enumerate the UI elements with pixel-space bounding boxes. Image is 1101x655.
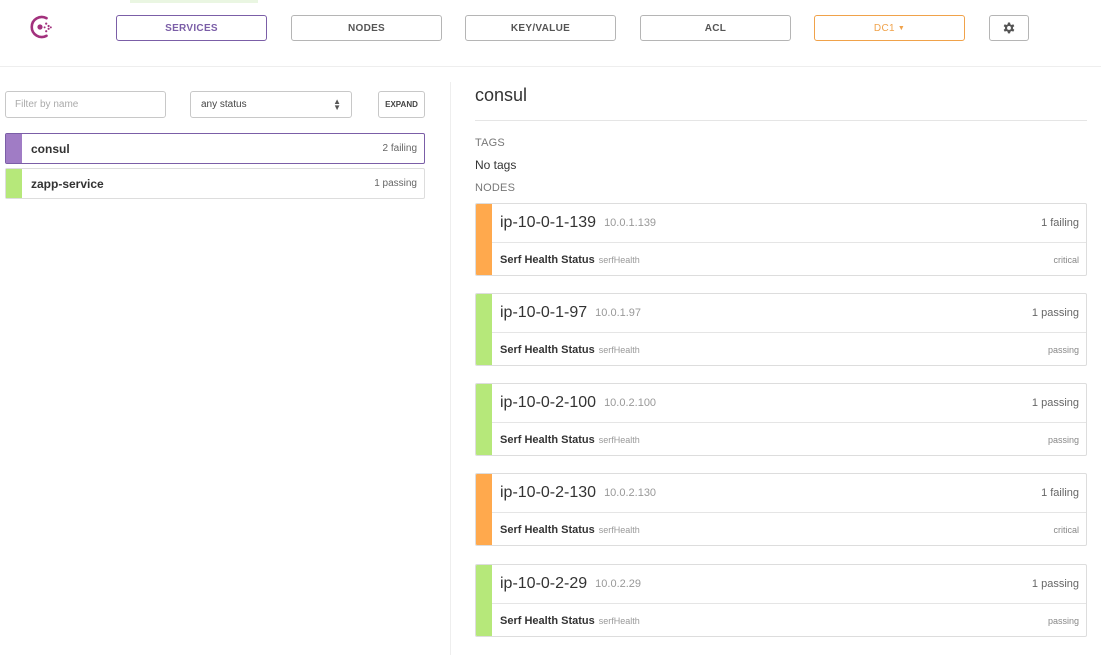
nav-accent-strip	[130, 0, 258, 3]
node-status-bar	[476, 565, 492, 636]
check-id: serfHealth	[598, 345, 640, 355]
node-header[interactable]: ip-10-0-1-139 10.0.1.139 1 failing	[492, 204, 1086, 243]
service-check-count: 2 failing	[382, 143, 417, 154]
caret-down-icon: ▼	[897, 24, 906, 32]
check-status: critical	[1053, 525, 1079, 535]
node-status-bar	[476, 294, 492, 365]
node-card[interactable]: ip-10-0-1-97 10.0.1.97 1 passing Serf He…	[475, 293, 1087, 366]
node-check-count: 1 passing	[1031, 397, 1079, 409]
nav-acl-button[interactable]: ACL	[640, 15, 791, 41]
node-check-count: 1 failing	[1041, 217, 1079, 229]
node-card[interactable]: ip-10-0-2-29 10.0.2.29 1 passing Serf He…	[475, 564, 1087, 637]
nav-nodes-button[interactable]: NODES	[291, 15, 442, 41]
nodes-label: NODES	[475, 182, 516, 194]
service-check-count: 1 passing	[374, 178, 417, 189]
node-card[interactable]: ip-10-0-2-130 10.0.2.130 1 failing Serf …	[475, 473, 1087, 546]
check-name: Serf Health Status	[500, 344, 595, 356]
service-name: zapp-service	[31, 176, 104, 191]
check-name: Serf Health Status	[500, 615, 595, 627]
node-address: 10.0.1.97	[595, 307, 642, 319]
tags-label: TAGS	[475, 137, 505, 149]
check-id: serfHealth	[598, 616, 640, 626]
gear-icon	[1003, 22, 1015, 34]
check-name: Serf Health Status	[500, 254, 595, 266]
status-filter-value: any status	[201, 99, 247, 110]
node-check-count: 1 failing	[1041, 487, 1079, 499]
node-status-bar	[476, 474, 492, 545]
node-address: 10.0.2.29	[595, 578, 642, 590]
node-status-bar	[476, 204, 492, 275]
node-name: ip-10-0-1-97	[500, 304, 588, 321]
node-header[interactable]: ip-10-0-2-130 10.0.2.130 1 failing	[492, 474, 1086, 513]
node-name: ip-10-0-1-139	[500, 214, 597, 231]
nav-key-value-button[interactable]: KEY/VALUE	[465, 15, 616, 41]
service-list-item[interactable]: consul 2 failing	[5, 133, 425, 164]
node-check-count: 1 passing	[1031, 578, 1079, 590]
top-nav: SERVICES NODES KEY/VALUE ACL DC1 ▼	[0, 0, 1101, 67]
check-status: passing	[1047, 435, 1079, 445]
check-id: serfHealth	[598, 525, 640, 535]
health-check-row[interactable]: Serf Health Status serfHealth passing	[492, 604, 1086, 636]
node-card[interactable]: ip-10-0-2-100 10.0.2.100 1 passing Serf …	[475, 383, 1087, 456]
node-address: 10.0.1.139	[604, 217, 657, 229]
service-list-item[interactable]: zapp-service 1 passing	[5, 168, 425, 199]
status-filter-select[interactable]: any status ▲ ▼	[190, 91, 352, 118]
check-name: Serf Health Status	[500, 434, 595, 446]
service-name: consul	[31, 141, 70, 156]
service-status-bar	[6, 169, 22, 198]
check-status: passing	[1047, 345, 1079, 355]
node-header[interactable]: ip-10-0-1-97 10.0.1.97 1 passing	[492, 294, 1086, 333]
node-card[interactable]: ip-10-0-1-139 10.0.1.139 1 failing Serf …	[475, 203, 1087, 276]
health-check-row[interactable]: Serf Health Status serfHealth passing	[492, 333, 1086, 365]
node-status-bar	[476, 384, 492, 455]
tags-value: No tags	[475, 158, 517, 172]
health-check-row[interactable]: Serf Health Status serfHealth critical	[492, 243, 1086, 275]
check-status: passing	[1047, 616, 1079, 626]
service-status-bar	[6, 134, 22, 163]
nav-services-button[interactable]: SERVICES	[116, 15, 267, 41]
node-header[interactable]: ip-10-0-2-29 10.0.2.29 1 passing	[492, 565, 1086, 604]
filter-by-name-input[interactable]	[5, 91, 166, 118]
datacenter-label: DC1	[873, 22, 895, 34]
node-name: ip-10-0-2-130	[500, 484, 597, 501]
health-check-row[interactable]: Serf Health Status serfHealth critical	[492, 513, 1086, 545]
check-id: serfHealth	[598, 255, 640, 265]
node-name: ip-10-0-2-100	[500, 394, 597, 411]
node-address: 10.0.2.130	[604, 487, 657, 499]
node-check-count: 1 passing	[1031, 307, 1079, 319]
service-detail-title: consul	[475, 85, 528, 105]
datacenter-dropdown[interactable]: DC1 ▼	[814, 15, 965, 41]
health-check-row[interactable]: Serf Health Status serfHealth passing	[492, 423, 1086, 455]
node-header[interactable]: ip-10-0-2-100 10.0.2.100 1 passing	[492, 384, 1086, 423]
check-status: critical	[1053, 255, 1079, 265]
consul-logo-icon[interactable]	[28, 14, 54, 40]
title-divider	[475, 120, 1087, 121]
check-id: serfHealth	[598, 435, 640, 445]
node-name: ip-10-0-2-29	[500, 575, 588, 592]
expand-button[interactable]: EXPAND	[378, 91, 425, 118]
column-divider	[450, 82, 451, 655]
settings-button[interactable]	[989, 15, 1029, 41]
check-name: Serf Health Status	[500, 524, 595, 536]
node-address: 10.0.2.100	[604, 397, 657, 409]
select-arrows-icon: ▲ ▼	[333, 96, 341, 112]
